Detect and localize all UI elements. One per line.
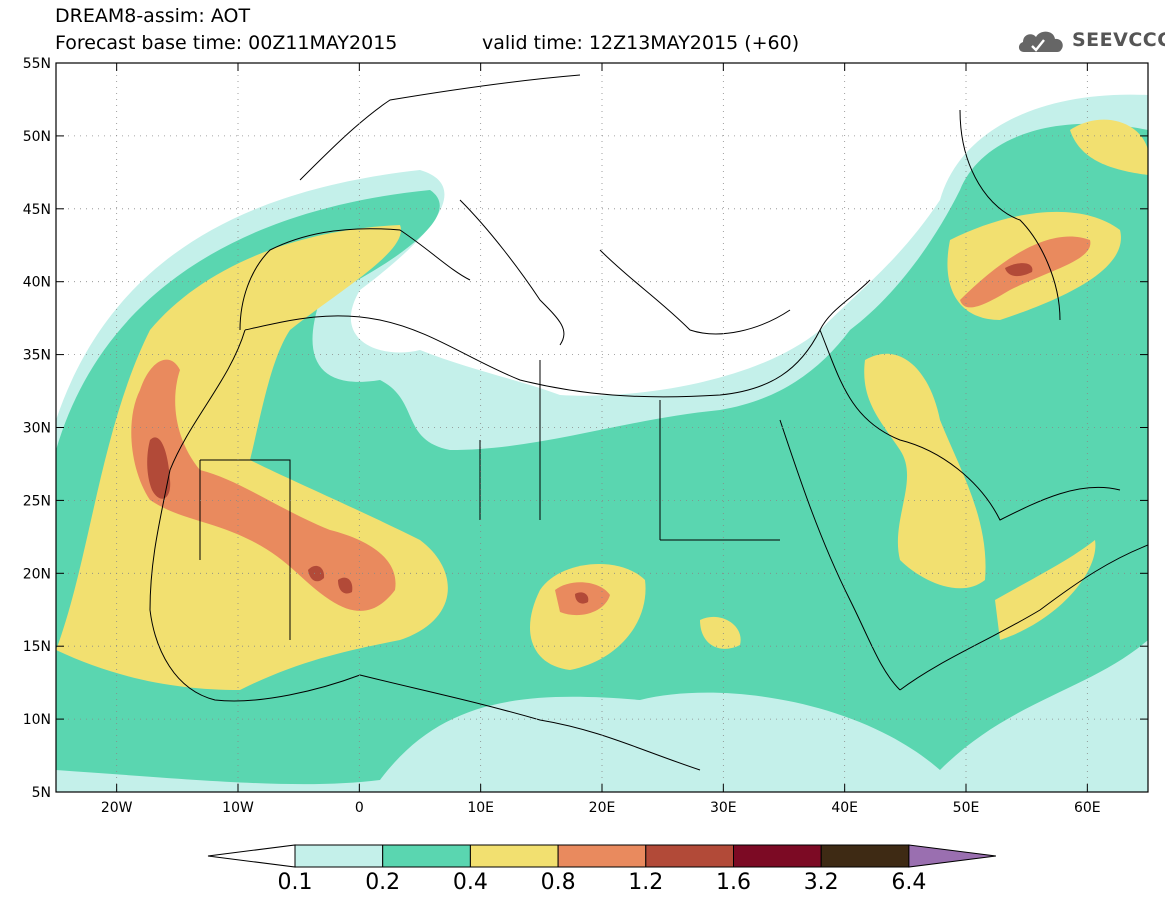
colorbar-swatch [820,844,910,868]
dust-field [56,63,1148,792]
forecast-base-time: Forecast base time: 00Z11MAY2015 [55,32,398,54]
lat-tick-label: 15N [23,639,51,655]
colorbar-level-label: 1.2 [628,870,664,895]
logo-text: SEEVCCC [1072,29,1165,51]
lon-tick-label: 40E [831,800,858,816]
lat-tick-label: 25N [23,493,51,509]
lat-tick-label: 35N [23,348,51,364]
lat-tick-label: 10N [23,712,51,728]
dust-zone-1.2 [147,437,171,499]
colorbar-level-label: 0.2 [365,870,401,895]
lat-tick-label: 30N [23,421,51,437]
colorbar-swatch [382,844,471,868]
colorbar-swatch [557,844,647,868]
valid-time: valid time: 12Z13MAY2015 (+60) [482,32,800,54]
lon-tick-label: 30E [710,800,737,816]
colorbar-swatch [733,844,822,868]
dust-zone-0.8 [131,359,396,611]
colorbar-level-label: 0.1 [277,870,313,895]
lon-tick-label: 20W [101,800,133,816]
seevccc-cloud-logo-icon [1018,31,1063,52]
axis-ticks: 20W 10W 0 10E 20E 30E 40E 50E 60E 55N 50N 45N 40N 35N… [23,56,1148,816]
colorbar [207,844,996,868]
colorbar-level-label: 1.6 [716,870,751,895]
lon-tick-label: 10W [222,800,254,816]
colorbar-swatch [645,844,734,868]
lon-tick-label: 20E [589,800,616,816]
coastlines [149,74,1148,771]
lat-tick-label: 40N [23,275,51,291]
lat-tick-label: 45N [23,202,51,218]
colorbar-level-label: 3.2 [803,870,839,895]
map-title: DREAM8-assim: AOT [55,5,251,27]
lon-tick-label: 10E [467,800,494,816]
colorbar-swatch [469,844,559,868]
colorbar-level-label: 0.8 [540,870,576,895]
colorbar-swatch [294,844,384,868]
colorbar-under-arrow [207,844,296,868]
colorbar-over-arrow [908,844,996,868]
colorbar-level-label: 0.4 [452,870,488,895]
lat-tick-label: 55N [23,56,51,72]
lon-tick-label: 60E [1074,800,1101,816]
lat-tick-label: 20N [23,566,51,582]
lon-tick-label: 0 [355,800,364,816]
lon-tick-label: 50E [953,800,980,816]
colorbar-level-label: 6.4 [891,870,927,895]
lat-tick-label: 50N [23,129,51,145]
lat-tick-label: 5N [32,785,51,801]
